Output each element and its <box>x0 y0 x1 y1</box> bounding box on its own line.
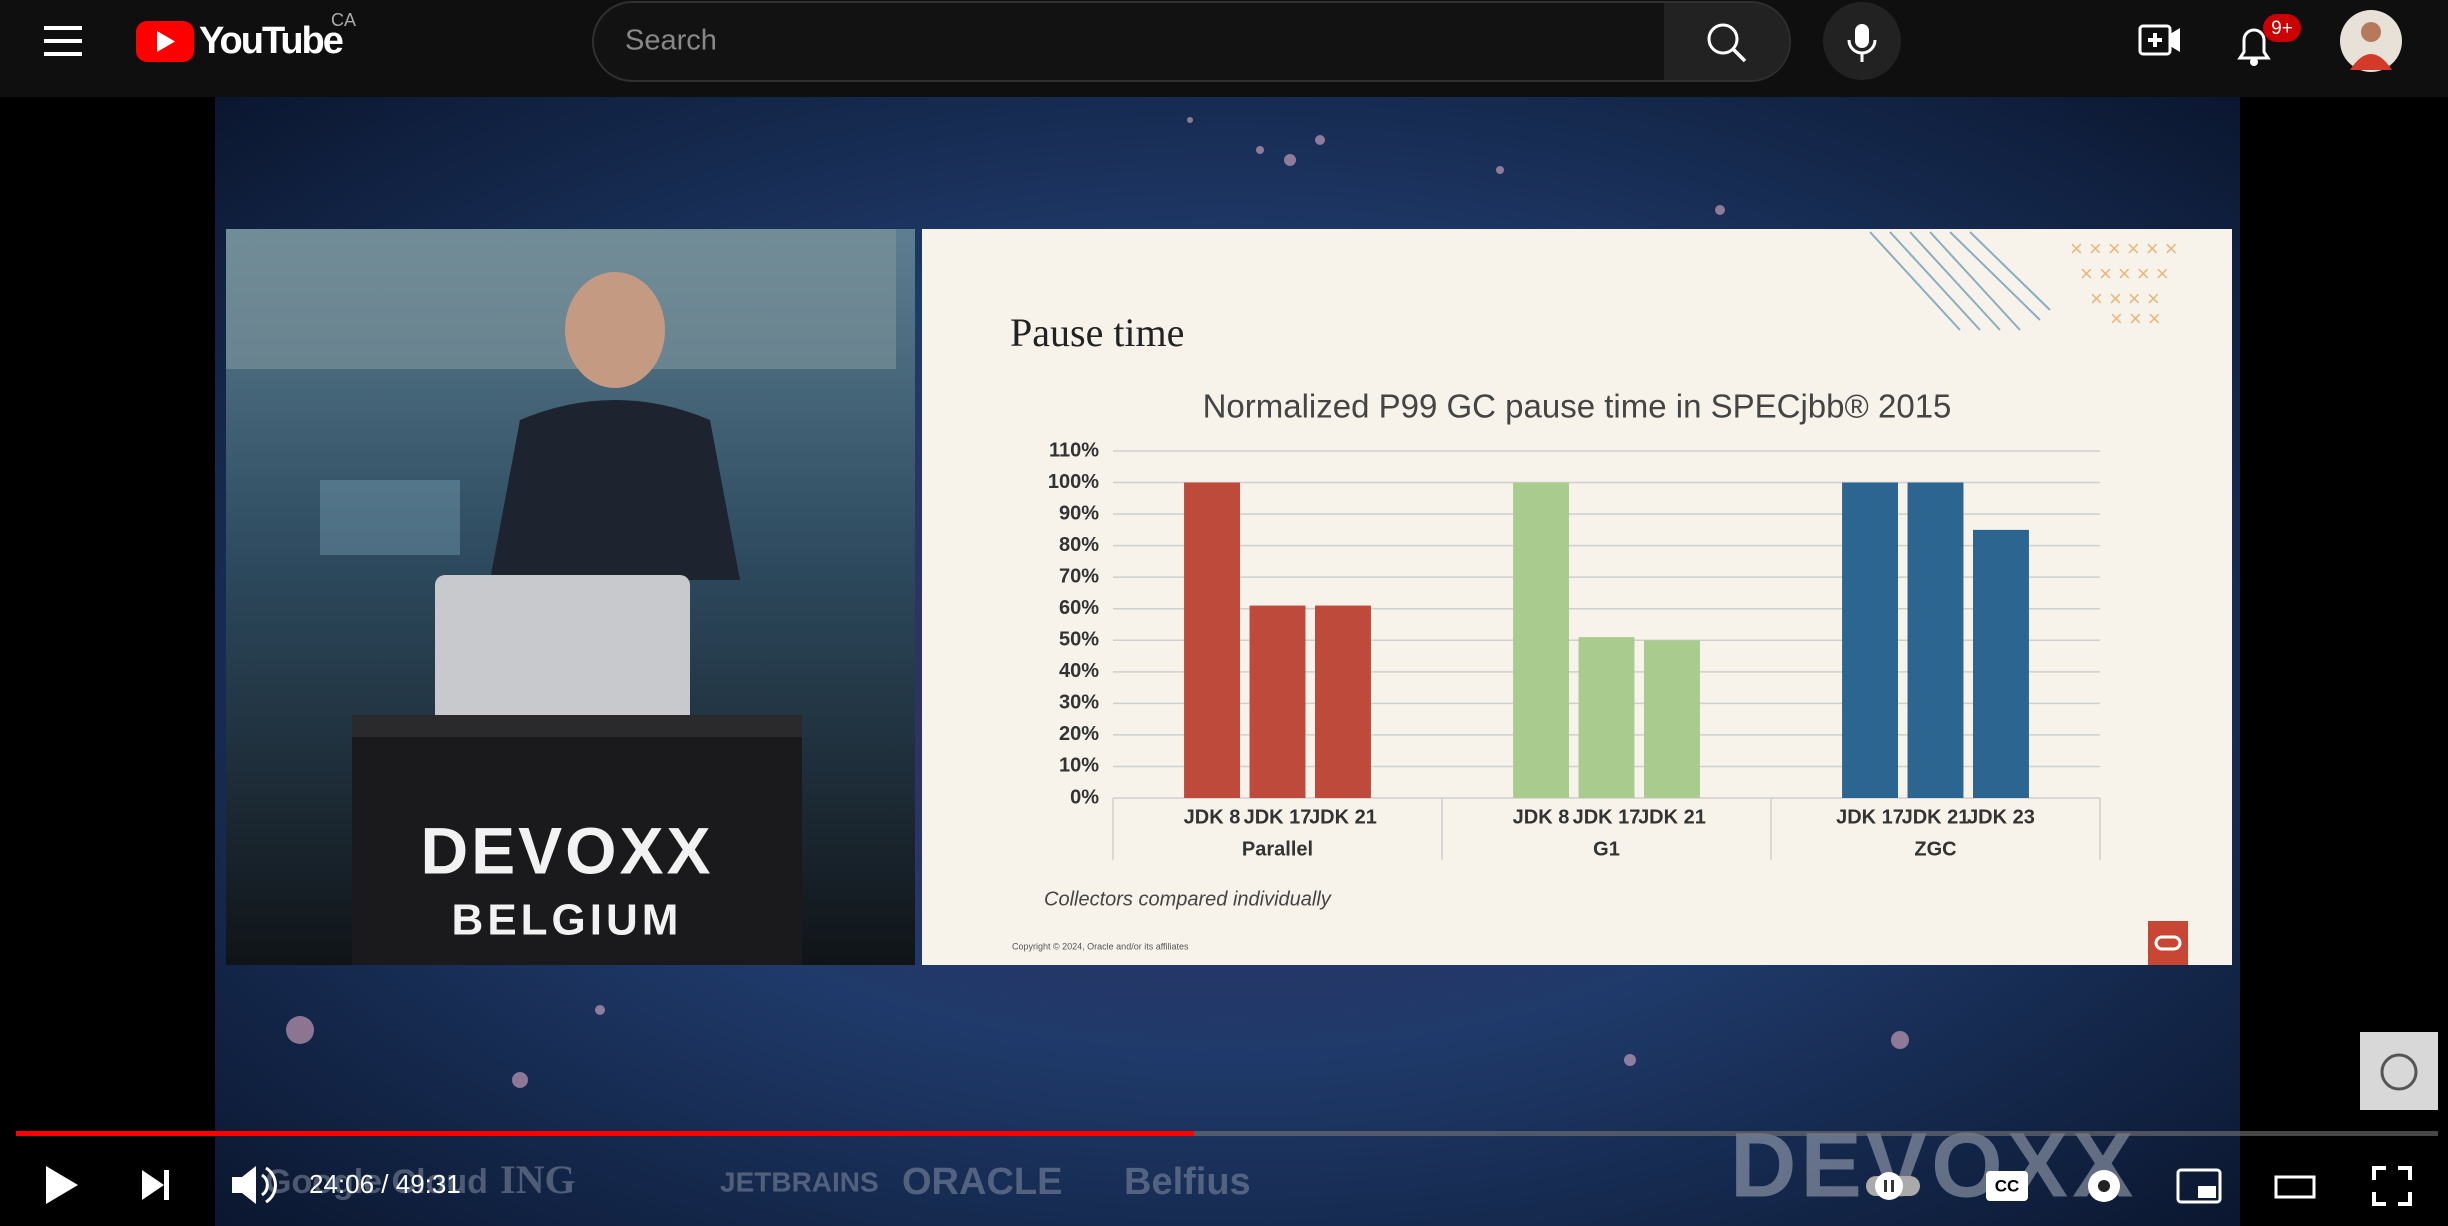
bar <box>1513 482 1569 798</box>
search-box[interactable] <box>592 1 1791 82</box>
y-tick-label: 10% <box>1059 755 1099 777</box>
speaker-feed: DEVOXX BELGIUM <box>226 229 915 965</box>
y-tick-label: 40% <box>1059 660 1099 682</box>
x-tick-label: JDK 17 <box>1244 806 1312 828</box>
menu-button[interactable] <box>44 26 82 56</box>
y-tick-label: 80% <box>1059 534 1099 556</box>
stage-logo: DEVOXX <box>420 813 713 887</box>
y-tick-label: 110% <box>1049 439 1099 461</box>
banner: DEVOXX <box>1730 1114 2137 1216</box>
mic-button[interactable] <box>1823 2 1901 80</box>
x-tick-label: JDK 23 <box>1967 806 2035 828</box>
search-placeholder: Search <box>625 25 717 57</box>
chart: 0% 10% 20% 30% 40% 50% 60% 70% 80% 90% 100% 110% Par… <box>1048 439 2101 860</box>
x-tick-label: JDK 17 <box>1836 806 1904 828</box>
notifications-button[interactable]: 9+ <box>2237 14 2301 66</box>
logo-play <box>157 31 175 52</box>
play-button[interactable] <box>46 1166 78 1204</box>
fullscreen-button[interactable] <box>2372 1166 2412 1206</box>
svg-text:× × × × ×: × × × × × <box>2080 261 2169 286</box>
copyright: Copyright © 2024, Oracle and/or its affi… <box>1012 941 1189 951</box>
slide-decoration: × × × × × ×× × × × ×× × × ×× × × <box>2070 236 2178 331</box>
miniplayer-button[interactable] <box>2176 1168 2222 1204</box>
y-tick-label: 60% <box>1059 597 1099 619</box>
slide-decoration <box>1869 231 2051 331</box>
bar <box>1315 605 1371 798</box>
svg-text:× × × ×: × × × × <box>2090 286 2160 311</box>
next-button[interactable] <box>142 1170 169 1200</box>
channel-watermark <box>2380 1053 2418 1091</box>
bar <box>1973 529 2029 798</box>
theater-button[interactable] <box>2274 1175 2316 1199</box>
x-tick-label: JDK 8 <box>1513 806 1570 828</box>
search-icon <box>1707 23 1739 55</box>
progress-played <box>16 1131 1194 1136</box>
y-tick-label: 70% <box>1059 565 1099 587</box>
bar <box>1184 482 1240 798</box>
oracle-logo <box>2154 935 2182 951</box>
volume-button[interactable] <box>232 1166 277 1204</box>
search-button[interactable] <box>1664 3 1790 80</box>
group-label: Parallel <box>1242 838 1313 860</box>
chart-title: Normalized P99 GC pause time in SPECjbb®… <box>1203 388 1952 425</box>
svg-text:× × ×: × × × <box>2110 306 2161 331</box>
y-tick-label: 50% <box>1059 629 1099 651</box>
oracle-logo <box>2148 921 2188 965</box>
slide-note: Collectors compared individually <box>1044 888 1332 910</box>
bar <box>1578 637 1635 798</box>
bokeh <box>286 117 1909 1088</box>
y-tick-label: 0% <box>1070 786 1099 808</box>
bar <box>1842 482 1898 798</box>
x-tick-label: JDK 21 <box>1309 806 1377 828</box>
search-icon <box>1731 47 1747 63</box>
y-tick-label: 20% <box>1059 723 1099 745</box>
slide-title: Pause time <box>1010 310 1184 355</box>
sponsor: JETBRAINS <box>720 1166 879 1197</box>
x-tick-label: JDK 8 <box>1184 806 1241 828</box>
autoplay-toggle[interactable] <box>1866 1172 1920 1200</box>
channel-watermark[interactable] <box>2360 1032 2438 1110</box>
captions-button[interactable]: CC <box>1986 1171 2028 1201</box>
y-tick-label: 90% <box>1059 502 1099 524</box>
sponsor: ING <box>500 1157 576 1202</box>
sponsor: Google Cloud <box>265 1163 488 1201</box>
group-label: G1 <box>1593 838 1620 860</box>
bar <box>1907 482 1964 798</box>
sponsor: ORACLE <box>902 1161 1062 1203</box>
y-tick-label: 100% <box>1048 471 1099 493</box>
y-tick-label: 30% <box>1059 692 1099 714</box>
region: CA <box>331 10 356 30</box>
bar <box>1644 640 1700 798</box>
logo-text: YouTube <box>199 20 343 62</box>
stage-subtitle: BELGIUM <box>452 896 683 945</box>
bar <box>1249 605 1306 798</box>
logo[interactable]: YouTube CA <box>136 10 356 62</box>
notification-badge <box>2263 14 2301 42</box>
time-display: 24:06 / 49:31 <box>309 1169 461 1199</box>
search[interactable]: Search <box>592 1 1791 82</box>
svg-text:× × × × × ×: × × × × × × <box>2070 236 2178 261</box>
avatar[interactable] <box>2340 10 2402 72</box>
x-tick-label: JDK 21 <box>1638 806 1706 828</box>
sponsor: Belfius <box>1124 1161 1251 1203</box>
x-tick-label: JDK 17 <box>1573 806 1641 828</box>
svg-text:CC: CC <box>1995 1176 2020 1195</box>
create-button[interactable] <box>2138 24 2180 56</box>
progress-track[interactable] <box>16 1131 2438 1136</box>
group-label: ZGC <box>1914 838 1956 860</box>
settings-button[interactable] <box>2088 1170 2120 1202</box>
x-tick-label: JDK 21 <box>1902 806 1970 828</box>
notification-count: 9+ <box>2271 18 2293 39</box>
